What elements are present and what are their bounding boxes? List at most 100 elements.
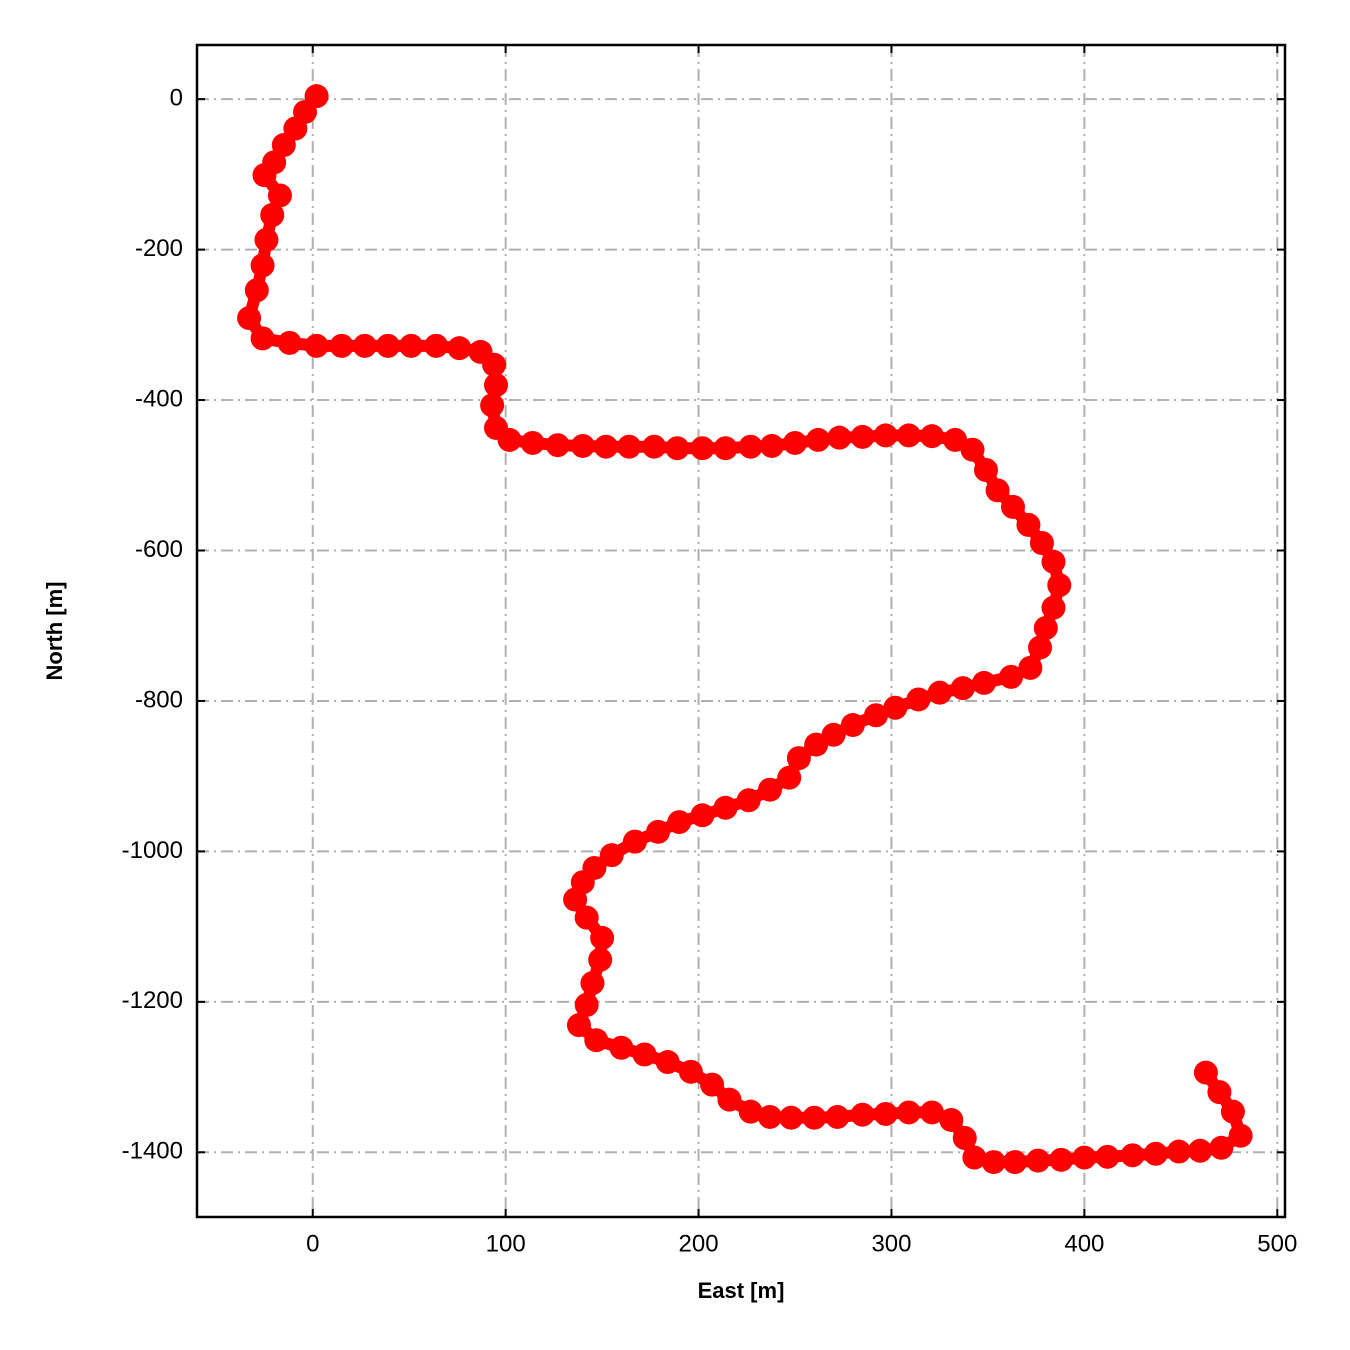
point [1209, 1135, 1234, 1160]
point [580, 971, 605, 996]
point [250, 253, 275, 278]
x-tick-label: 500 [1257, 1230, 1297, 1257]
point [1001, 494, 1025, 519]
point [960, 437, 985, 462]
point [738, 434, 763, 459]
point [850, 424, 875, 449]
point [482, 352, 507, 377]
point [806, 427, 831, 452]
point [786, 746, 811, 771]
point [574, 992, 599, 1017]
y-tick-label: -1200 [122, 987, 183, 1014]
point [864, 703, 889, 728]
point [952, 1126, 977, 1151]
point [896, 423, 921, 448]
point [804, 732, 829, 757]
point [939, 1107, 964, 1132]
point [962, 1145, 987, 1170]
point [950, 676, 975, 701]
point [237, 306, 262, 331]
point [646, 819, 671, 844]
point [1018, 655, 1043, 680]
point [985, 478, 1010, 503]
point [1041, 549, 1066, 574]
point [593, 434, 618, 459]
point [667, 810, 692, 835]
point [883, 695, 908, 720]
point [825, 1104, 850, 1129]
point [981, 1150, 1006, 1175]
point [690, 436, 715, 461]
point [896, 1100, 921, 1125]
point [973, 458, 998, 483]
point [329, 333, 354, 358]
point [927, 680, 952, 705]
point [777, 765, 802, 790]
point [1072, 1145, 1097, 1170]
x-tick-label: 400 [1064, 1230, 1104, 1257]
point [783, 430, 808, 455]
point [655, 1050, 680, 1075]
point [599, 843, 624, 868]
point [850, 1102, 875, 1127]
point [545, 433, 570, 458]
y-tick-label: -200 [135, 235, 183, 262]
point [1002, 1150, 1027, 1175]
point [352, 333, 377, 358]
point [713, 436, 738, 461]
point [520, 430, 545, 455]
point [399, 333, 424, 358]
point [757, 1104, 782, 1129]
point [250, 326, 275, 351]
y-tick-label: -800 [135, 686, 183, 713]
point [678, 1059, 703, 1084]
point [1220, 1099, 1245, 1124]
point [260, 203, 285, 228]
point [642, 434, 667, 459]
point [1029, 530, 1054, 555]
point [563, 887, 588, 912]
point [570, 433, 595, 458]
point [738, 1099, 763, 1124]
point [375, 333, 400, 358]
point [267, 183, 292, 208]
point [244, 278, 269, 303]
point [277, 330, 302, 355]
point [480, 393, 505, 418]
point [1193, 1060, 1218, 1085]
point [1033, 615, 1058, 640]
point [972, 670, 997, 695]
y-tick-label: -400 [135, 385, 183, 412]
point [1188, 1138, 1213, 1163]
point [566, 1013, 591, 1038]
point [1166, 1139, 1191, 1164]
x-tick-label: 100 [486, 1230, 526, 1257]
point [919, 1100, 944, 1125]
point [665, 436, 690, 461]
y-axis-label: North [m] [42, 582, 67, 681]
point [713, 795, 738, 820]
plot-frame [195, 43, 1287, 1219]
x-tick-label: 0 [306, 1230, 319, 1257]
point [759, 433, 784, 458]
point [1028, 635, 1053, 660]
y-tick-label: -1000 [122, 837, 183, 864]
point [588, 947, 613, 972]
point [252, 163, 277, 188]
point [802, 1105, 827, 1130]
point [1095, 1144, 1120, 1169]
point [906, 687, 931, 712]
point [690, 803, 715, 828]
point [873, 423, 898, 448]
y-tick-label: -1400 [122, 1138, 183, 1165]
point [424, 333, 449, 358]
x-tick-label: 200 [679, 1230, 719, 1257]
point [1228, 1123, 1253, 1148]
point [254, 227, 279, 252]
point [497, 427, 522, 452]
point [1120, 1143, 1145, 1168]
point [736, 788, 761, 813]
x-tick-label: 300 [871, 1230, 911, 1257]
point [632, 1042, 657, 1067]
